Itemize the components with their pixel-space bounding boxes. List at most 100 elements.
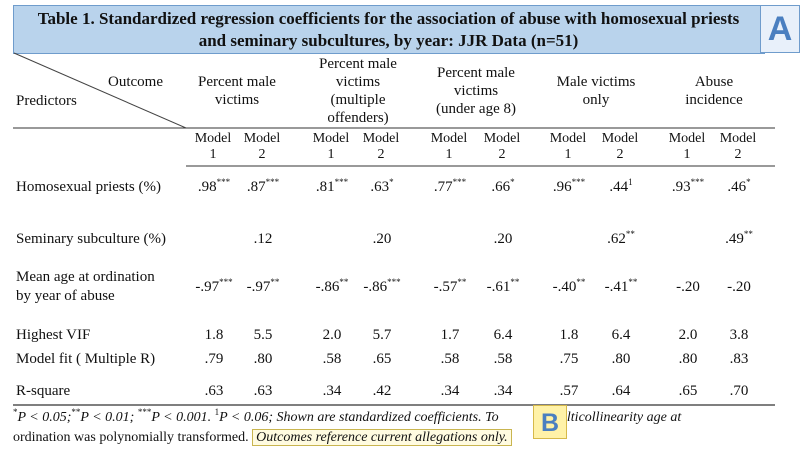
- row-1-cell-9: .93***: [663, 178, 713, 196]
- significance-marker: **: [628, 277, 638, 287]
- model-header-7-top: Model: [549, 131, 587, 146]
- row-6-label-line-1: R-square: [16, 383, 71, 399]
- outcome-group-2-line-1: Percent male: [319, 56, 397, 72]
- cell-value: .83: [729, 351, 749, 367]
- table-title-line-1: Table 1. Standardized regression coeffic…: [37, 9, 740, 28]
- row-5-cell-6: .58: [478, 350, 528, 368]
- row-6-cell-8: .64: [596, 382, 646, 400]
- cell-value: -.86: [363, 279, 388, 295]
- significance-marker: *: [389, 177, 394, 187]
- cell-value: 5.5: [253, 327, 273, 343]
- row-4-cell-3: 2.0: [307, 326, 357, 344]
- cell-value: 3.8: [729, 327, 749, 343]
- cell-value: 1.8: [204, 327, 224, 343]
- cell-value: .12: [253, 231, 273, 247]
- outcome-group-3-line-3: (under age 8): [436, 101, 516, 117]
- cell-value: .63: [253, 383, 273, 399]
- footnote-p05: P < 0.05;: [17, 410, 72, 425]
- model-header-4-top: Model: [362, 131, 400, 146]
- row-6-cell-2: .63: [238, 382, 288, 400]
- footnote-transform-note: ordination was polynomially transformed.: [13, 430, 249, 445]
- significance-marker: ***: [387, 277, 401, 287]
- predictors-header: Predictors: [16, 93, 77, 109]
- row-2-cell-2: .12: [238, 230, 288, 248]
- cell-value: -.97: [195, 279, 220, 295]
- row-5-cell-2: .80: [238, 350, 288, 368]
- row-4-cell-7: 1.8: [544, 326, 594, 344]
- table-title-box: [13, 5, 765, 54]
- table-title: Table 1. Standardized regression coeffic…: [16, 8, 761, 52]
- row-1-cell-8: .441: [596, 178, 646, 196]
- cell-value: -.41: [604, 279, 629, 295]
- outcome-group-1-line-2: victims: [214, 92, 260, 108]
- outcome-header: Outcome: [108, 74, 163, 90]
- header-diagonal-line: [13, 52, 187, 129]
- row-4-cell-9: 2.0: [663, 326, 713, 344]
- row-3-cell-7: -.40**: [544, 278, 594, 296]
- significance-marker: ***: [571, 177, 586, 187]
- row-3-cell-8: -.41**: [596, 278, 646, 296]
- row-1-cell-2: .87***: [238, 178, 288, 196]
- significance-marker: **: [743, 229, 753, 239]
- row-1-cell-6: .66*: [478, 178, 528, 196]
- cell-value: .63: [204, 383, 224, 399]
- row-3-cell-3: -.86**: [307, 278, 357, 296]
- row-5-cell-9: .80: [663, 350, 713, 368]
- significance-marker: **: [339, 277, 349, 287]
- row-1-label-line-1: Homosexual priests (%): [16, 179, 161, 195]
- significance-marker: ***: [265, 177, 280, 187]
- model-header-7-bottom: 1: [564, 147, 572, 162]
- significance-marker: ***: [219, 277, 233, 287]
- row-5-cell-10: .83: [714, 350, 764, 368]
- cell-value: .93: [671, 179, 691, 195]
- significance-marker: **: [510, 277, 520, 287]
- cell-value: -.97: [246, 279, 271, 295]
- model-header-8-bottom: 2: [616, 147, 624, 162]
- model-header-3-top: Model: [312, 131, 350, 146]
- model-header-3-bottom: 1: [327, 147, 335, 162]
- cell-value: 1.8: [559, 327, 579, 343]
- cell-value: .77: [433, 179, 453, 195]
- significance-marker: 1: [628, 177, 633, 187]
- significance-marker: ***: [334, 177, 349, 187]
- row-4-cell-8: 6.4: [596, 326, 646, 344]
- cell-value: .65: [372, 351, 392, 367]
- table-title-line-2: and seminary subcultures, by year: JJR D…: [198, 31, 579, 50]
- row-6-cell-10: .70: [714, 382, 764, 400]
- outcome-group-3-line-2: victims: [453, 83, 499, 99]
- footnote-standardized-note: Shown are standardized coefficients. To: [276, 410, 499, 425]
- row-2-label-line-1: Seminary subculture (%): [16, 231, 166, 247]
- row-5-cell-8: .80: [596, 350, 646, 368]
- row-6-cell-9: .65: [663, 382, 713, 400]
- row-1-cell-7: .96***: [544, 178, 594, 196]
- cell-value: 2.0: [322, 327, 342, 343]
- row-3-cell-5: -.57**: [425, 278, 475, 296]
- model-header-5-bottom: 1: [445, 147, 453, 162]
- outcome-group-1-line-1: Percent male: [198, 74, 276, 90]
- outcome-group-2-line-4: offenders): [327, 110, 389, 126]
- footnote-p01: P < 0.01;: [80, 410, 135, 425]
- cell-value: .58: [440, 351, 460, 367]
- model-header-1-top: Model: [194, 131, 232, 146]
- cell-value: -.20: [676, 279, 700, 295]
- cell-value: 6.4: [611, 327, 631, 343]
- significance-marker: ***: [690, 177, 705, 187]
- model-header-10-top: Model: [719, 131, 757, 146]
- model-header-6-top: Model: [483, 131, 521, 146]
- highlighted-allegations-note: Outcomes reference current allegations o…: [252, 429, 512, 446]
- cell-value: .58: [322, 351, 342, 367]
- outcome-group-4-line-2: only: [582, 92, 610, 108]
- row-6-cell-1: .63: [189, 382, 239, 400]
- cell-value: .34: [440, 383, 460, 399]
- significance-marker: *: [510, 177, 515, 187]
- model-header-2-top: Model: [243, 131, 281, 146]
- cell-value: .64: [611, 383, 631, 399]
- cell-value: .63: [370, 179, 390, 195]
- row-1-cell-5: .77***: [425, 178, 475, 196]
- cell-value: .58: [493, 351, 513, 367]
- footnote-p001: P < 0.001.: [151, 410, 212, 425]
- row-5-cell-3: .58: [307, 350, 357, 368]
- row-4-label-line-1: Highest VIF: [16, 327, 91, 343]
- row-4-cell-2: 5.5: [238, 326, 288, 344]
- row-1-cell-3: .81***: [307, 178, 357, 196]
